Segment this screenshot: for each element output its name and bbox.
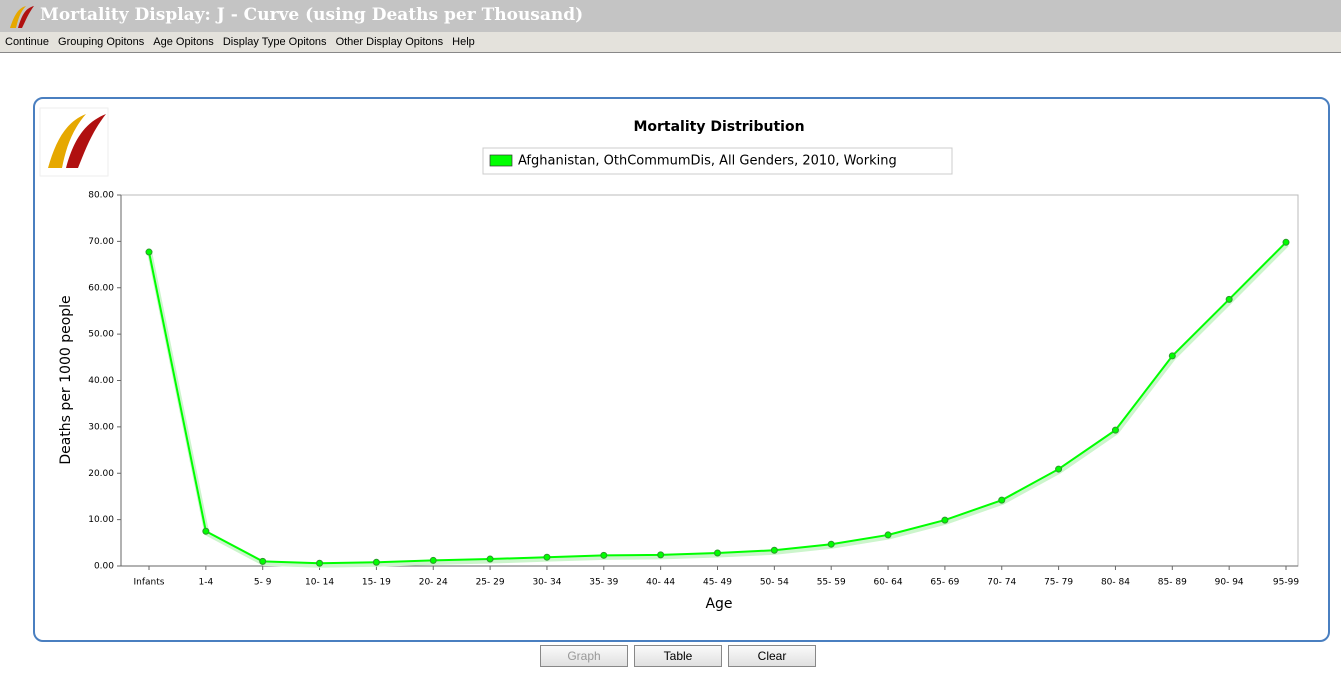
x-tick-label: 55- 59 [817,578,846,588]
logo [48,114,86,168]
legend [482,147,953,175]
data-point [1282,238,1290,246]
data-point [372,558,380,566]
menu-item[interactable]: Grouping Opitons [58,36,145,48]
y-tick-label: 30.00 [88,422,114,432]
data-point [600,551,608,559]
y-tick-label: 40.00 [88,376,114,386]
data-point [1111,426,1119,434]
title-bar: Mortality Display: J - Curve (using Deat… [0,0,1341,32]
x-tick-label: 1-4 [198,578,213,588]
x-axis-label: Age [705,596,732,612]
x-tick-label: 10- 14 [305,578,334,588]
chart-title: Mortality Distribution [633,119,804,135]
data-point [827,540,835,548]
button-row: Graph Table Clear [540,645,816,667]
data-point [259,557,267,565]
x-tick-label: 80- 84 [1101,578,1130,588]
data-point [1168,352,1176,360]
data-point [770,546,778,554]
app-icon [10,6,34,28]
menu-item[interactable]: Display Type Opitons [222,36,327,48]
menu-item[interactable]: Continue [5,36,50,48]
data-point [1225,295,1233,303]
x-tick-label: 40- 44 [646,578,675,588]
menu-item[interactable]: Age Opitons [153,36,214,48]
y-tick-label: 70.00 [88,237,114,247]
data-point [145,248,153,256]
button[interactable]: Table [634,645,722,667]
data-point [941,516,949,524]
x-tick-label: 70- 74 [987,578,1016,588]
x-tick-label: 20- 24 [419,578,448,588]
data-point [884,531,892,539]
data-point [486,555,494,563]
x-tick-label: 85- 89 [1158,578,1187,588]
data-point [998,496,1006,504]
x-tick-label: 30- 34 [532,578,561,588]
x-tick-label: 15- 19 [362,578,391,588]
y-tick-label: 50.00 [88,330,114,340]
y-tick-label: 60.00 [88,283,114,293]
x-tick-label: 25- 29 [476,578,505,588]
data-point [543,553,551,561]
menu-item[interactable]: Help [452,36,475,48]
x-tick-label: 95-99 [1273,578,1299,588]
data-point [714,549,721,557]
legend-label: Afghanistan, OthCommumDis, All Genders, … [518,154,897,169]
x-tick-label: 50- 54 [760,578,789,588]
button[interactable]: Clear [728,645,816,667]
data-point [316,559,324,567]
legend-swatch [489,154,513,167]
menu-item[interactable]: Other Display Opitons [335,36,444,48]
x-tick-label: 90- 94 [1215,578,1244,588]
x-tick-label: 5- 9 [254,578,272,588]
x-tick-label: 60- 64 [874,578,903,588]
x-tick-label: 35- 39 [589,578,618,588]
y-tick-label: 0.00 [94,562,114,572]
data-point [1055,465,1063,473]
x-tick-label: 45- 49 [703,578,732,588]
button[interactable]: Graph [540,645,628,667]
chart-panel [33,97,1330,642]
x-tick-label: 65- 69 [930,578,959,588]
x-tick-label: Infants [134,578,165,588]
y-axis-label: Deaths per 1000 people [58,295,74,464]
x-tick-label: 75- 79 [1044,578,1073,588]
data-point [657,551,665,559]
y-tick-label: 10.00 [88,515,114,525]
data-point [202,527,210,535]
data-point [429,556,437,564]
logo [66,114,106,168]
plot-area [120,194,1299,567]
window-title: Mortality Display: J - Curve (using Deat… [40,5,584,25]
menu-bar: Continue Grouping Opitons Age Opitons Displ… [0,32,1341,70]
y-tick-label: 80.00 [88,191,114,201]
y-tick-label: 20.00 [88,469,114,479]
